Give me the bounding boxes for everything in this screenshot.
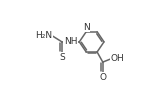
Text: S: S [59,53,65,62]
Text: N: N [83,23,89,32]
Text: O: O [99,73,106,82]
Text: H₂N: H₂N [35,31,52,40]
Text: OH: OH [111,54,125,63]
Text: NH: NH [64,37,78,46]
